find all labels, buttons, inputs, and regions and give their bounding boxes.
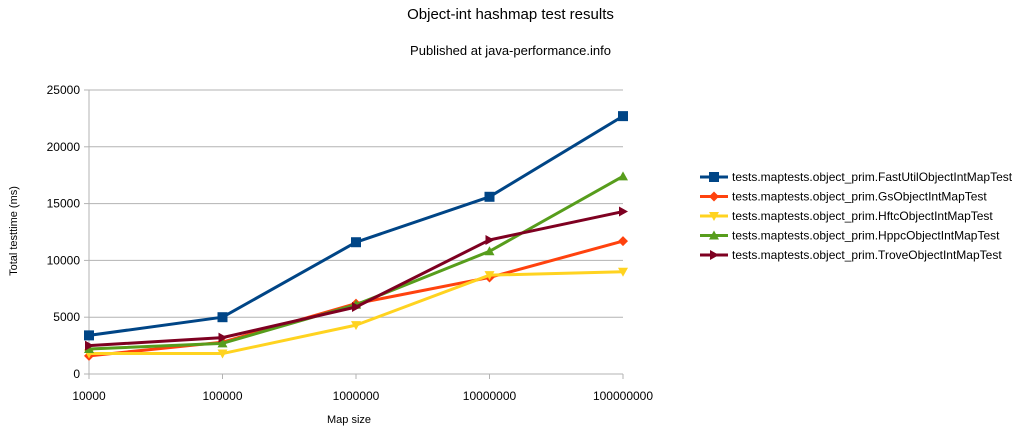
data-point [217,338,228,348]
x-tick-label: 10000000 [463,389,517,403]
data-point [485,234,495,245]
y-tick-label: 0 [73,367,80,381]
data-point [618,267,628,277]
series-5 [85,206,628,351]
chart-title: Object-int hashmap test results [407,6,614,23]
legend-swatch-marker [709,230,719,240]
legend-label: tests.maptests.object_prim.HppcObjectInt… [732,229,1000,243]
x-tick-label: 1000000 [333,389,380,403]
series-line [88,239,624,358]
data-point [618,171,628,181]
legend-item: tests.maptests.object_prim.FastUtilObjec… [700,170,1013,184]
data-point [218,332,228,343]
legend-label: tests.maptests.object_prim.TroveObjectIn… [732,248,1002,262]
data-point [484,191,495,202]
legend-item: tests.maptests.object_prim.GsObjectIntMa… [700,190,987,204]
data-point [84,330,94,341]
data-point [618,236,628,247]
data-point [84,344,94,354]
x-tick-labels: 10000 100000 1000000 10000000 100000000 [72,389,653,403]
grid-lines [89,89,623,318]
series-layer [84,111,628,361]
data-point [618,111,628,122]
data-point [484,271,495,281]
y-tick-label: 25000 [47,83,81,97]
legend-swatch-marker [710,250,719,260]
data-point [351,237,361,248]
data-point [217,349,228,359]
data-point [217,312,228,323]
legend-item: tests.maptests.object_prim.HppcObjectInt… [700,229,1000,243]
legend-swatch-marker [709,212,719,221]
legend-label: tests.maptests.object_prim.GsObjectIntMa… [732,190,987,204]
legend: tests.maptests.object_prim.FastUtilObjec… [700,170,1013,262]
data-point [351,321,361,331]
y-tick-label: 10000 [47,253,81,267]
x-tick-label: 100000 [202,389,242,403]
x-tick-label: 10000 [72,389,106,403]
legend-label: tests.maptests.object_prim.HftcObjectInt… [732,209,993,223]
y-tick-label: 5000 [53,310,80,324]
legend-swatch-marker [709,172,719,182]
data-point [484,246,495,256]
legend-swatch-marker [709,191,719,202]
y-tick-labels: 0 5000 10000 15000 20000 25000 [47,83,81,381]
x-tick-label: 100000000 [593,389,653,403]
y-tick-label: 15000 [47,197,81,211]
chart-subtitle: Published at java-performance.info [410,43,611,58]
data-point [85,340,94,351]
series-1 [84,111,628,341]
axes [84,89,624,379]
legend-item: tests.maptests.object_prim.HftcObjectInt… [700,209,993,223]
legend-label: tests.maptests.object_prim.FastUtilObjec… [732,170,1013,184]
y-axis-label: Total testtime (ms) [8,186,20,276]
x-axis-label: Map size [327,414,371,426]
y-tick-label: 20000 [47,140,81,154]
data-point [352,301,361,312]
legend-item: tests.maptests.object_prim.TroveObjectIn… [700,248,1002,262]
data-point [619,206,628,217]
